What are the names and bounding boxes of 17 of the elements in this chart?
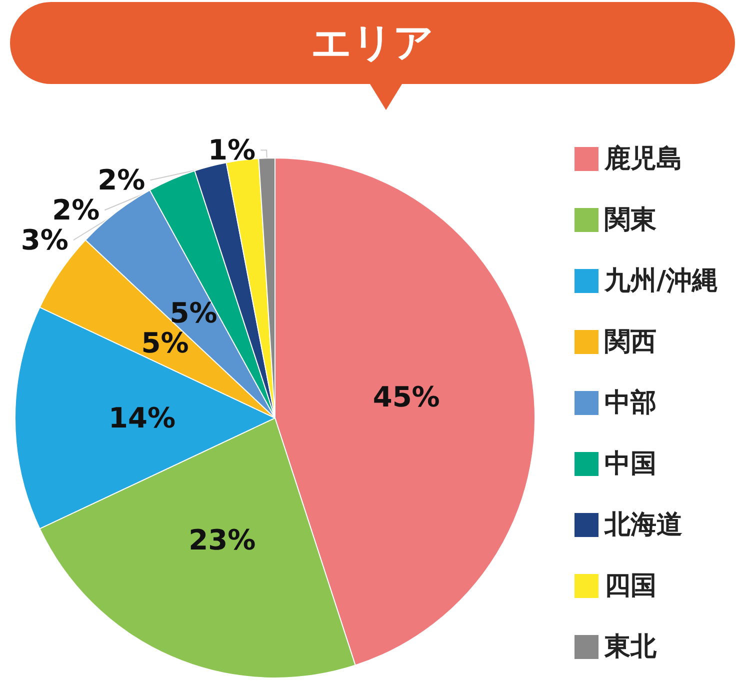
data-label: 14%: [108, 402, 176, 434]
legend-label: 関西: [604, 327, 657, 357]
data-label: 5%: [170, 296, 218, 330]
data-label: 23%: [188, 524, 256, 557]
legend-label: 鹿児島: [604, 144, 683, 174]
legend-label: 関東: [604, 205, 657, 235]
data-label: 1%: [208, 134, 256, 167]
data-label: 5%: [141, 326, 189, 360]
legend-label: 中部: [604, 388, 657, 418]
legend-label: 東北: [604, 632, 658, 662]
data-label: 2%: [98, 164, 146, 197]
legend-label: 四国: [604, 571, 657, 601]
data-label: 45%: [372, 380, 440, 414]
legend-label: 九州/沖縄: [604, 266, 718, 296]
chart-title: エリア: [10, 2, 735, 84]
legend-label: 中国: [604, 449, 657, 479]
legend-label: 北海道: [604, 510, 683, 540]
